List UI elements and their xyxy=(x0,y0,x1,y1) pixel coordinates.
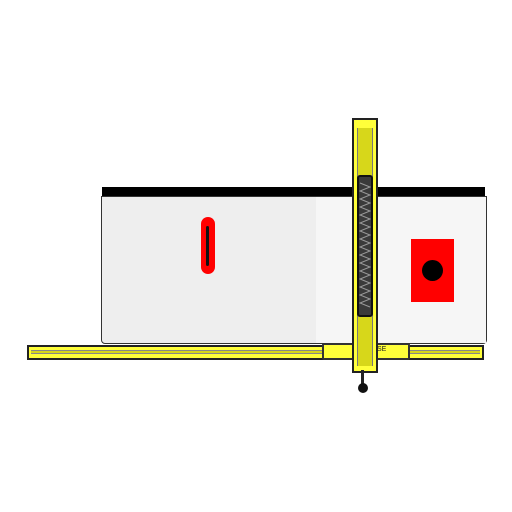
knob-icon[interactable] xyxy=(358,383,368,393)
rail-groove xyxy=(31,350,480,354)
knob-stem xyxy=(361,370,364,384)
saw-blade xyxy=(206,226,209,266)
circle-icon xyxy=(422,260,443,281)
fence-face-texture xyxy=(358,182,372,308)
table-back-edge xyxy=(102,187,485,198)
rail-marker-label: SE xyxy=(377,346,387,353)
fence-face xyxy=(357,175,373,317)
table-right-wing xyxy=(316,197,486,343)
